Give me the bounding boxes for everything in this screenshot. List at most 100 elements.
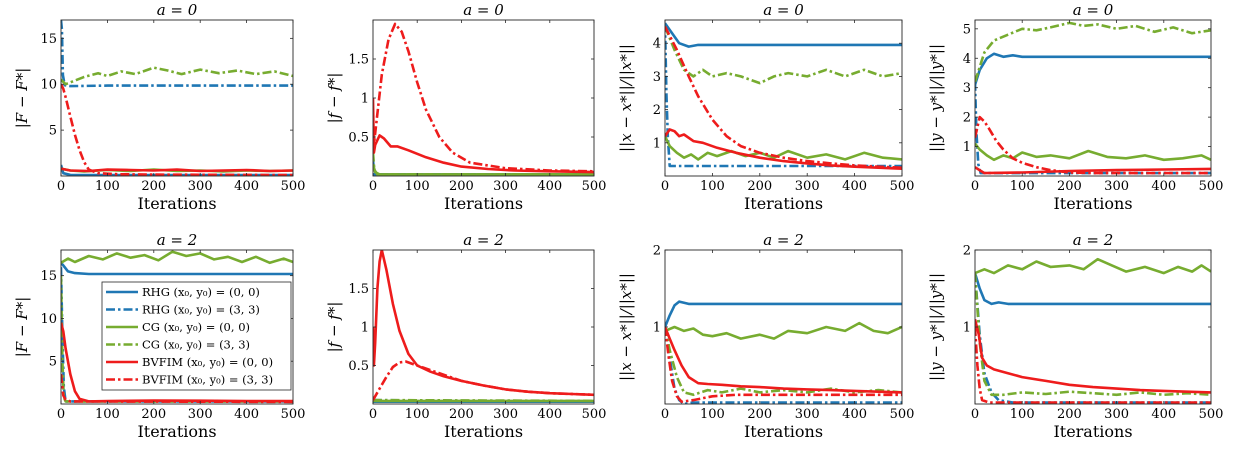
series-line bbox=[61, 275, 293, 403]
y-axis-label: |F − F*| bbox=[13, 297, 31, 358]
series-line bbox=[373, 360, 594, 401]
series-line bbox=[975, 166, 1211, 175]
x-tick-label: 400 bbox=[537, 179, 562, 194]
y-axis-label: |F − F*| bbox=[13, 68, 31, 129]
y-axis-label: ||y − y*||/||y*|| bbox=[927, 273, 945, 381]
legend-box bbox=[101, 281, 292, 391]
y-tick-label: 0.5 bbox=[348, 359, 369, 374]
x-axis-label: Iterations bbox=[744, 422, 823, 441]
x-tick-label: 100 bbox=[405, 179, 430, 194]
series-line bbox=[665, 128, 902, 170]
series-line bbox=[665, 326, 902, 394]
series-line bbox=[665, 300, 902, 328]
series-line bbox=[373, 22, 594, 173]
y-tick-label: 2 bbox=[653, 244, 661, 259]
series-line bbox=[665, 26, 902, 85]
series-line bbox=[975, 326, 1211, 404]
series-line bbox=[61, 83, 293, 176]
axes-box bbox=[664, 19, 903, 177]
x-tick-label: 200 bbox=[449, 407, 474, 422]
x-tick-label: 400 bbox=[537, 407, 562, 422]
series-line bbox=[373, 398, 594, 403]
y-tick-label: 15 bbox=[40, 269, 57, 284]
y-tick-label: 0.5 bbox=[348, 131, 369, 146]
x-tick-label: 300 bbox=[493, 407, 518, 422]
series-line bbox=[373, 97, 594, 174]
x-tick-label: 100 bbox=[700, 407, 725, 422]
subplot-title: a = 2 bbox=[157, 231, 198, 249]
axes-box bbox=[974, 249, 1212, 405]
legend: RHG (x₀, y₀) = (0, 0) RHG (x₀, y₀) = (3, … bbox=[101, 281, 292, 391]
legend-entry-label: RHG (x₀, y₀) = (0, 0) bbox=[142, 285, 260, 299]
x-axis-label: Iterations bbox=[1053, 194, 1132, 213]
y-tick-label: 2 bbox=[963, 111, 971, 126]
x-tick-label: 100 bbox=[95, 407, 120, 422]
series-line bbox=[665, 23, 902, 168]
x-tick-label: 100 bbox=[1010, 407, 1035, 422]
y-tick-label: 4 bbox=[963, 52, 971, 67]
x-tick-label: 400 bbox=[1151, 179, 1176, 194]
x-axis-label: Iterations bbox=[444, 422, 523, 441]
x-tick-label: 200 bbox=[747, 179, 772, 194]
subplot: 0 100 200 300 400 500 5 10 15 a = 0 Iterations |F −… bbox=[13, 1, 305, 213]
series-line bbox=[373, 250, 594, 397]
series-group bbox=[665, 300, 902, 404]
subplot-title: a = 0 bbox=[463, 1, 504, 19]
x-tick-label: 0 bbox=[971, 407, 979, 422]
y-axis-label: ||x − x*||/||x*|| bbox=[617, 273, 635, 381]
y-axis-label: |f − f*| bbox=[325, 302, 343, 353]
subplot: 0 100 200 300 400 500 1 2 a = 2 Iterations ||y − y… bbox=[927, 231, 1223, 441]
axes-box bbox=[60, 19, 294, 177]
x-tick-label: 0 bbox=[57, 407, 65, 422]
series-line bbox=[975, 273, 1211, 404]
x-tick-label: 300 bbox=[795, 179, 820, 194]
subplot-title: a = 2 bbox=[1073, 231, 1114, 249]
y-tick-label: 5 bbox=[49, 124, 57, 139]
x-axis-label: Iterations bbox=[137, 194, 216, 213]
series-line bbox=[61, 20, 293, 88]
x-tick-label: 500 bbox=[890, 179, 915, 194]
y-tick-label: 1 bbox=[963, 140, 971, 155]
x-tick-label: 0 bbox=[57, 179, 65, 194]
series-group bbox=[975, 257, 1211, 404]
x-tick-label: 200 bbox=[1057, 407, 1082, 422]
subplot: 0 100 200 300 400 500 5 10 15 a = 2 Iterations |F −… bbox=[13, 231, 305, 441]
x-tick-label: 300 bbox=[1104, 179, 1129, 194]
x-tick-label: 400 bbox=[842, 179, 867, 194]
y-tick-label: 1.5 bbox=[348, 53, 369, 68]
y-tick-label: 1 bbox=[361, 321, 369, 336]
x-tick-label: 0 bbox=[971, 179, 979, 194]
x-axis-label: Iterations bbox=[444, 194, 523, 213]
series-line bbox=[975, 273, 1211, 397]
subplot: 0 100 200 300 400 500 0.5 1 1.5 a = 0 Iterations |f… bbox=[325, 1, 606, 213]
x-tick-label: 300 bbox=[795, 407, 820, 422]
series-line bbox=[665, 22, 902, 48]
x-tick-label: 300 bbox=[1104, 407, 1129, 422]
y-tick-label: 1 bbox=[653, 136, 661, 151]
subplot-title: a = 2 bbox=[763, 231, 804, 249]
subplot-title: a = 0 bbox=[157, 1, 198, 19]
series-line bbox=[975, 142, 1211, 162]
x-tick-label: 100 bbox=[95, 179, 120, 194]
legend-entry-label: RHG (x₀, y₀) = (3, 3) bbox=[142, 303, 260, 317]
series-line bbox=[975, 52, 1211, 86]
y-tick-label: 10 bbox=[40, 312, 57, 327]
series-group bbox=[61, 250, 293, 404]
subplot: 0 100 200 300 400 500 1 2 3 4 5 a = 0 Iterations ||y … bbox=[927, 1, 1223, 213]
x-axis-label: Iterations bbox=[137, 422, 216, 441]
subplot: 0 100 200 300 400 500 0.5 1 1.5 a = 2 Iterations |f… bbox=[325, 231, 606, 441]
series-line bbox=[975, 257, 1211, 275]
y-tick-label: 10 bbox=[40, 78, 57, 93]
x-axis-label: Iterations bbox=[744, 194, 823, 213]
axes-box bbox=[372, 249, 595, 405]
series-group bbox=[373, 22, 594, 176]
subplot: 0 100 200 300 400 500 1 2 a = 2 Iterations ||x − x… bbox=[617, 231, 914, 441]
subplot-title: a = 0 bbox=[1073, 1, 1114, 19]
y-tick-label: 3 bbox=[653, 70, 661, 85]
y-axis-label: ||y − y*||/||y*|| bbox=[927, 44, 945, 152]
y-tick-label: 2 bbox=[653, 103, 661, 118]
x-tick-label: 0 bbox=[661, 407, 669, 422]
x-tick-label: 100 bbox=[700, 179, 725, 194]
y-axis-label: |f − f*| bbox=[325, 73, 343, 124]
